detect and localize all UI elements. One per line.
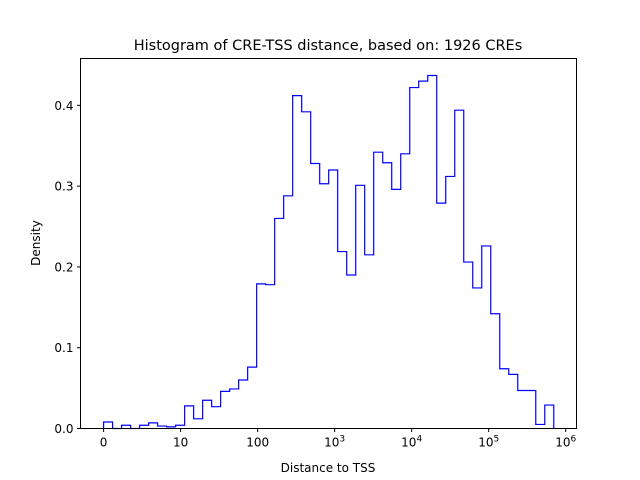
x-tick-label: 106 bbox=[555, 435, 576, 450]
histogram-bin bbox=[203, 400, 212, 428]
x-axis-label: Distance to TSS bbox=[281, 461, 376, 475]
y-tick-label: 0.3 bbox=[54, 180, 73, 194]
histogram-bin bbox=[428, 75, 437, 428]
histogram-bin bbox=[482, 246, 491, 429]
histogram-bin bbox=[464, 262, 473, 428]
histogram-bin bbox=[356, 185, 365, 428]
histogram-bin bbox=[239, 380, 248, 428]
y-tick-label: 0.1 bbox=[54, 341, 73, 355]
histogram-bin bbox=[320, 184, 329, 429]
histogram-bin bbox=[455, 110, 464, 428]
histogram-bin bbox=[212, 407, 221, 429]
histogram-bin bbox=[437, 203, 446, 428]
histogram-bin bbox=[302, 112, 311, 429]
x-tick-label: 10 bbox=[173, 436, 188, 450]
histogram-bin bbox=[104, 422, 113, 428]
chart-title: Histogram of CRE-TSS distance, based on:… bbox=[134, 38, 523, 54]
histogram-bin bbox=[374, 152, 383, 428]
histogram-bin bbox=[194, 419, 203, 429]
plot-frame bbox=[80, 58, 577, 429]
histogram-bin bbox=[221, 391, 230, 428]
x-tick-label: 104 bbox=[401, 435, 422, 450]
histogram-bin bbox=[275, 218, 284, 428]
histogram-bin bbox=[509, 374, 518, 428]
histogram-bin bbox=[266, 285, 275, 429]
histogram-bin bbox=[419, 81, 428, 428]
histogram-bin bbox=[329, 170, 338, 429]
x-tick-label: 100 bbox=[246, 436, 269, 450]
histogram-bin bbox=[491, 314, 500, 429]
histogram-bin bbox=[284, 196, 293, 429]
histogram-bin bbox=[410, 88, 419, 429]
histogram-step-outline bbox=[103, 74, 555, 430]
y-tick-label: 0.4 bbox=[54, 99, 73, 113]
histogram-bin bbox=[230, 389, 239, 429]
histogram-bin bbox=[518, 391, 527, 429]
histogram-bin bbox=[401, 154, 410, 429]
histogram-bin bbox=[500, 369, 509, 429]
histogram-bin bbox=[473, 288, 482, 429]
histogram-bin bbox=[392, 189, 401, 428]
x-tick-label: 105 bbox=[478, 435, 499, 450]
histogram-bin bbox=[365, 255, 374, 429]
histogram-bin bbox=[248, 367, 257, 428]
histogram-bin bbox=[347, 275, 356, 428]
histogram-bin bbox=[185, 406, 194, 429]
y-tick-label: 0.0 bbox=[54, 422, 73, 436]
histogram-bin bbox=[527, 391, 536, 429]
histogram-bin bbox=[293, 96, 302, 429]
histogram-bin bbox=[545, 405, 554, 428]
histogram-bin bbox=[257, 284, 266, 429]
x-tick-label: 0 bbox=[100, 436, 108, 450]
y-tick-label: 0.2 bbox=[54, 260, 73, 274]
x-tick-label: 103 bbox=[324, 435, 345, 450]
histogram-bin bbox=[149, 423, 158, 429]
histogram-bin bbox=[536, 424, 545, 428]
histogram-bin bbox=[383, 163, 392, 429]
histogram-bin bbox=[311, 164, 320, 429]
histogram-bin bbox=[338, 252, 347, 429]
y-axis-label: Density bbox=[29, 220, 43, 266]
histogram-bin bbox=[446, 176, 455, 428]
